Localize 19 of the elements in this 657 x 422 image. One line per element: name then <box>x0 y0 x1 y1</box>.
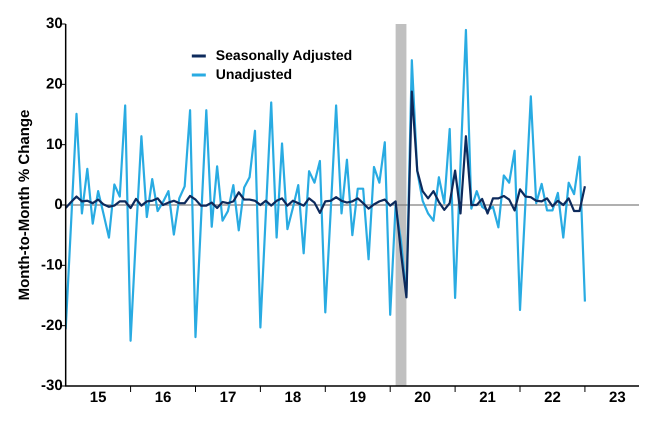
y-tick-label: 10 <box>46 136 63 153</box>
x-tick-label: 19 <box>349 389 366 406</box>
y-axis-title: Month-to-Month % Change <box>16 110 34 300</box>
x-tick-label: 22 <box>544 389 561 406</box>
legend-label: Unadjusted <box>216 66 292 82</box>
x-tick-label: 20 <box>414 389 431 406</box>
y-tick-label: -30 <box>40 377 63 394</box>
y-tick-label: 0 <box>54 196 63 214</box>
x-tick-label: 16 <box>154 389 172 406</box>
y-tick-label: 20 <box>46 75 63 92</box>
y-tick-label: 30 <box>46 15 63 32</box>
x-tick-label: 23 <box>609 389 626 406</box>
x-tick-label: 18 <box>284 389 302 406</box>
x-tick-label: 17 <box>220 389 236 406</box>
y-tick-label: -20 <box>40 316 63 334</box>
x-tick-label: 15 <box>90 389 106 406</box>
x-tick-label: 21 <box>479 389 496 406</box>
y-tick-label: -10 <box>40 256 63 274</box>
legend-label: Seasonally Adjusted <box>216 46 352 63</box>
